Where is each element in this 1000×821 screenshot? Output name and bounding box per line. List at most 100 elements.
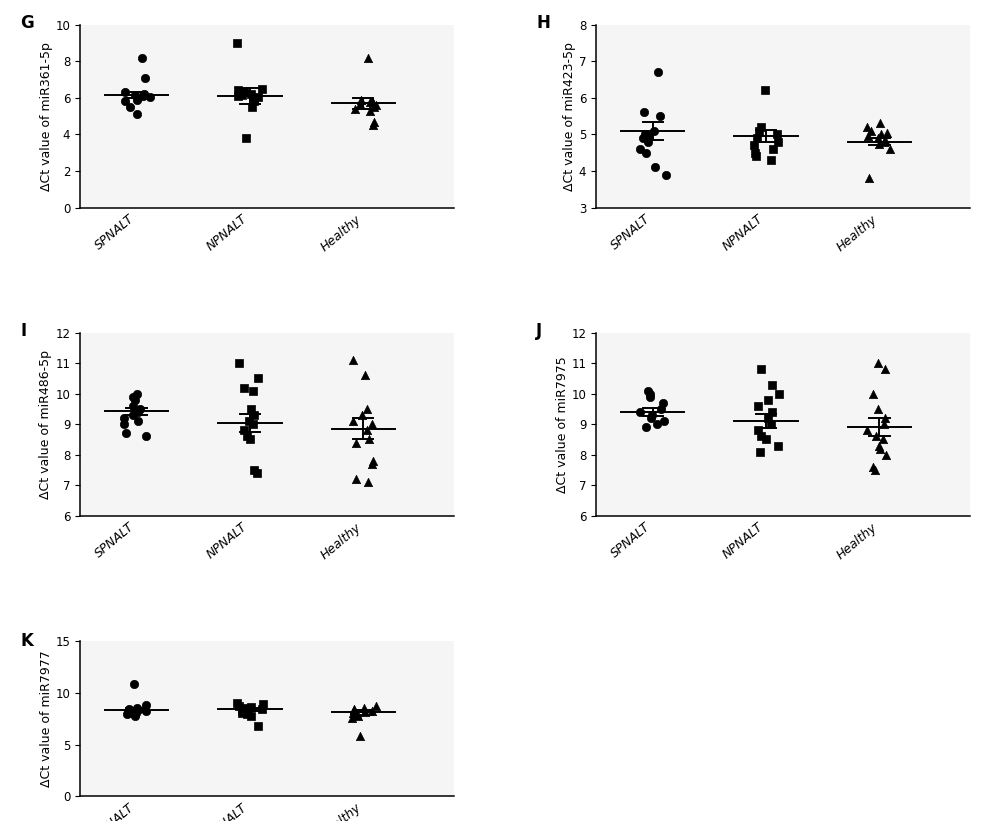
Point [348, 436, 364, 449]
Point [234, 89, 250, 102]
Point [243, 700, 259, 713]
Point [128, 707, 144, 720]
Point [245, 384, 261, 397]
Point [649, 418, 665, 431]
Point [239, 708, 255, 721]
Point [125, 399, 141, 412]
Point [229, 36, 245, 49]
Point [121, 703, 137, 716]
Point [362, 96, 378, 109]
Point [871, 137, 887, 150]
Point [877, 363, 893, 376]
Point [764, 378, 780, 391]
Point [859, 424, 875, 437]
Point [352, 730, 368, 743]
Point [879, 126, 895, 139]
Point [246, 409, 262, 422]
Point [138, 430, 154, 443]
Point [361, 433, 377, 446]
Point [130, 406, 146, 419]
Point [640, 135, 656, 149]
Point [130, 415, 146, 428]
Point [344, 711, 360, 724]
Point [234, 707, 250, 720]
Point [859, 121, 875, 134]
Point [241, 415, 257, 428]
Point [647, 161, 663, 174]
Y-axis label: ΔCt value of miR7975: ΔCt value of miR7975 [556, 355, 569, 493]
Point [357, 369, 373, 382]
Text: G: G [20, 14, 34, 32]
Point [242, 433, 258, 446]
Point [345, 354, 361, 367]
Point [872, 442, 888, 455]
Point [637, 128, 653, 141]
Point [760, 411, 776, 424]
Point [752, 445, 768, 458]
Point [347, 103, 363, 116]
Point [245, 418, 261, 431]
Point [345, 415, 361, 428]
Point [364, 457, 380, 470]
Point [127, 393, 143, 406]
Point [236, 424, 252, 437]
Point [353, 93, 369, 106]
Point [236, 85, 252, 99]
Point [876, 418, 892, 431]
Point [746, 139, 762, 152]
Text: K: K [20, 631, 33, 649]
Point [126, 678, 142, 691]
Point [751, 124, 767, 137]
Point [229, 696, 245, 709]
Point [130, 91, 146, 104]
Point [871, 439, 887, 452]
Point [238, 706, 254, 719]
Point [763, 154, 779, 167]
Point [875, 433, 891, 446]
Point [349, 708, 365, 721]
Point [770, 439, 786, 452]
Point [770, 135, 786, 149]
Point [116, 418, 132, 431]
Point [127, 89, 143, 102]
Point [239, 430, 255, 443]
Point [757, 84, 773, 97]
Point [230, 89, 246, 103]
Point [236, 702, 252, 715]
Y-axis label: ΔCt value of miR486-5p: ΔCt value of miR486-5p [39, 350, 52, 498]
Point [230, 84, 246, 97]
Point [638, 146, 654, 159]
Point [763, 418, 779, 431]
Point [368, 699, 384, 713]
Point [653, 402, 669, 415]
Point [644, 409, 660, 422]
Point [656, 415, 672, 428]
Text: I: I [20, 322, 26, 340]
Point [771, 388, 787, 401]
Point [870, 402, 886, 415]
Point [129, 108, 145, 121]
Point [238, 131, 254, 144]
Point [354, 409, 370, 422]
Point [243, 88, 259, 101]
Point [867, 463, 883, 476]
Point [243, 402, 259, 415]
Point [129, 93, 145, 106]
Point [769, 128, 785, 141]
Point [234, 704, 250, 717]
Point [642, 388, 658, 401]
Point [360, 51, 376, 64]
Point [249, 466, 265, 479]
Point [244, 100, 260, 113]
Point [138, 704, 154, 718]
Point [765, 143, 781, 156]
Point [368, 99, 384, 112]
Point [364, 95, 380, 108]
Point [127, 709, 143, 722]
Point [123, 706, 139, 719]
Point [254, 82, 270, 95]
Point [868, 430, 884, 443]
Point [365, 119, 381, 132]
Point [118, 427, 134, 440]
Y-axis label: ΔCt value of miR7977: ΔCt value of miR7977 [40, 650, 53, 787]
